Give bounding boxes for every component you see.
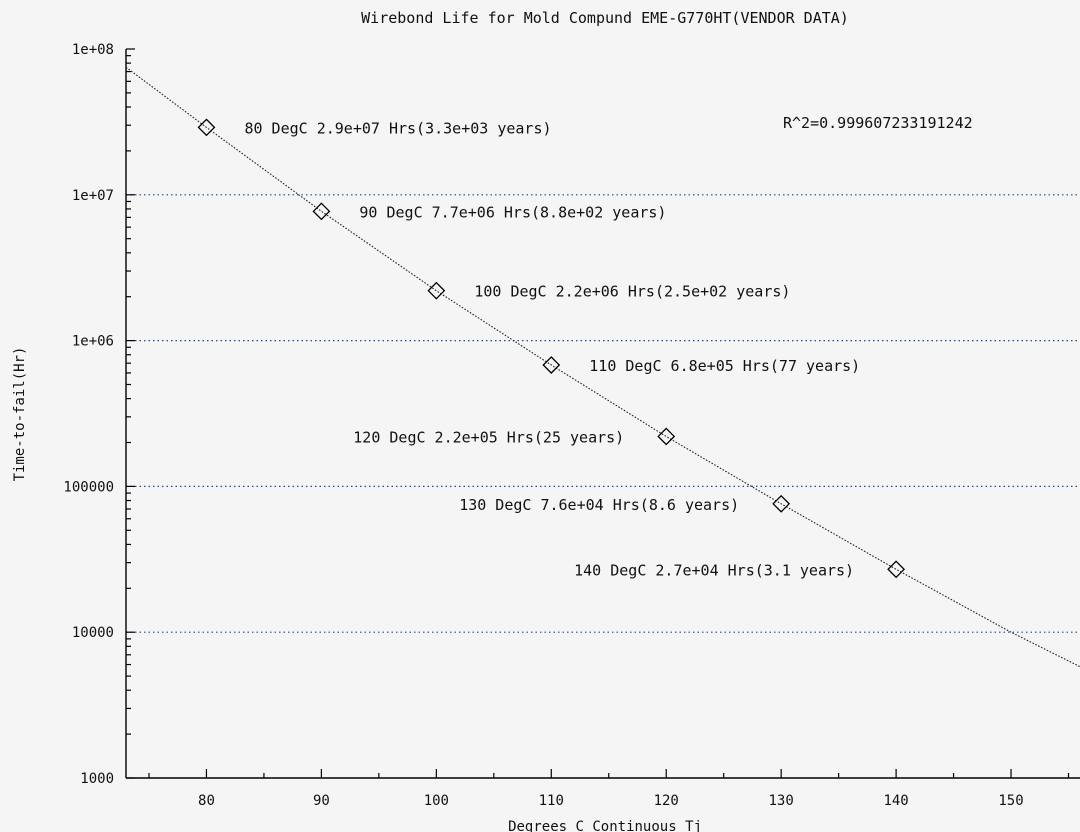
y-tick-label-0: 1000 bbox=[80, 771, 114, 787]
data-label-90: 90 DegC 7.7e+06 Hrs(8.8e+02 years) bbox=[359, 203, 666, 221]
axes bbox=[125, 48, 1080, 779]
x-axis-label: Degrees C Continuous Tj bbox=[508, 819, 702, 832]
grid-lines bbox=[126, 194, 1080, 633]
data-point-130 bbox=[772, 494, 791, 513]
y-tick-label-5: 1e+08 bbox=[72, 42, 114, 58]
fit-line bbox=[125, 66, 1080, 668]
y-tick-label-2: 100000 bbox=[63, 479, 114, 495]
data-labels: 80 DegC 2.9e+07 Hrs(3.3e+03 years) 90 Deg… bbox=[244, 119, 860, 579]
x-tick-label-7: 150 bbox=[998, 793, 1023, 809]
chart-title: Wirebond Life for Mold Compund EME-G770H… bbox=[361, 9, 849, 27]
x-tick-label-5: 130 bbox=[769, 793, 794, 809]
fit-curve bbox=[125, 66, 1080, 668]
data-point-110 bbox=[542, 356, 561, 374]
x-tick-label-3: 110 bbox=[539, 793, 564, 809]
x-tick-label-0: 80 bbox=[198, 793, 215, 809]
y-tick-label-3: 1e+06 bbox=[72, 334, 114, 350]
data-point-90 bbox=[312, 202, 331, 221]
x-tick-label-2: 100 bbox=[424, 793, 449, 809]
x-tick-label-1: 90 bbox=[313, 793, 330, 809]
r-squared-label: R^2=0.999607233191242 bbox=[783, 114, 973, 132]
x-tick-label-6: 140 bbox=[883, 793, 908, 809]
data-point-100 bbox=[427, 281, 446, 300]
data-points bbox=[197, 118, 906, 579]
data-label-80: 80 DegC 2.9e+07 Hrs(3.3e+03 years) bbox=[244, 119, 551, 137]
x-tick-labels: 80 90 100 110 120 130 140 150 bbox=[198, 793, 1024, 809]
data-label-130: 130 DegC 7.6e+04 Hrs(8.6 years) bbox=[459, 496, 739, 514]
data-point-80 bbox=[197, 118, 216, 137]
y-tick-label-1: 10000 bbox=[72, 625, 114, 641]
y-tick-labels: 1000 10000 100000 1e+06 1e+07 1e+08 bbox=[63, 42, 114, 787]
data-label-100: 100 DegC 2.2e+06 Hrs(2.5e+02 years) bbox=[474, 283, 790, 301]
x-tick-label-4: 120 bbox=[654, 793, 679, 809]
data-point-140 bbox=[887, 560, 906, 579]
y-axis-label: Time-to-fail(Hr) bbox=[12, 347, 28, 482]
data-point-120 bbox=[657, 427, 676, 446]
data-label-110: 110 DegC 6.8e+05 Hrs(77 years) bbox=[589, 357, 860, 375]
data-label-120: 120 DegC 2.2e+05 Hrs(25 years) bbox=[353, 428, 624, 446]
data-label-140: 140 DegC 2.7e+04 Hrs(3.1 years) bbox=[574, 561, 854, 579]
y-tick-label-4: 1e+07 bbox=[72, 188, 114, 204]
